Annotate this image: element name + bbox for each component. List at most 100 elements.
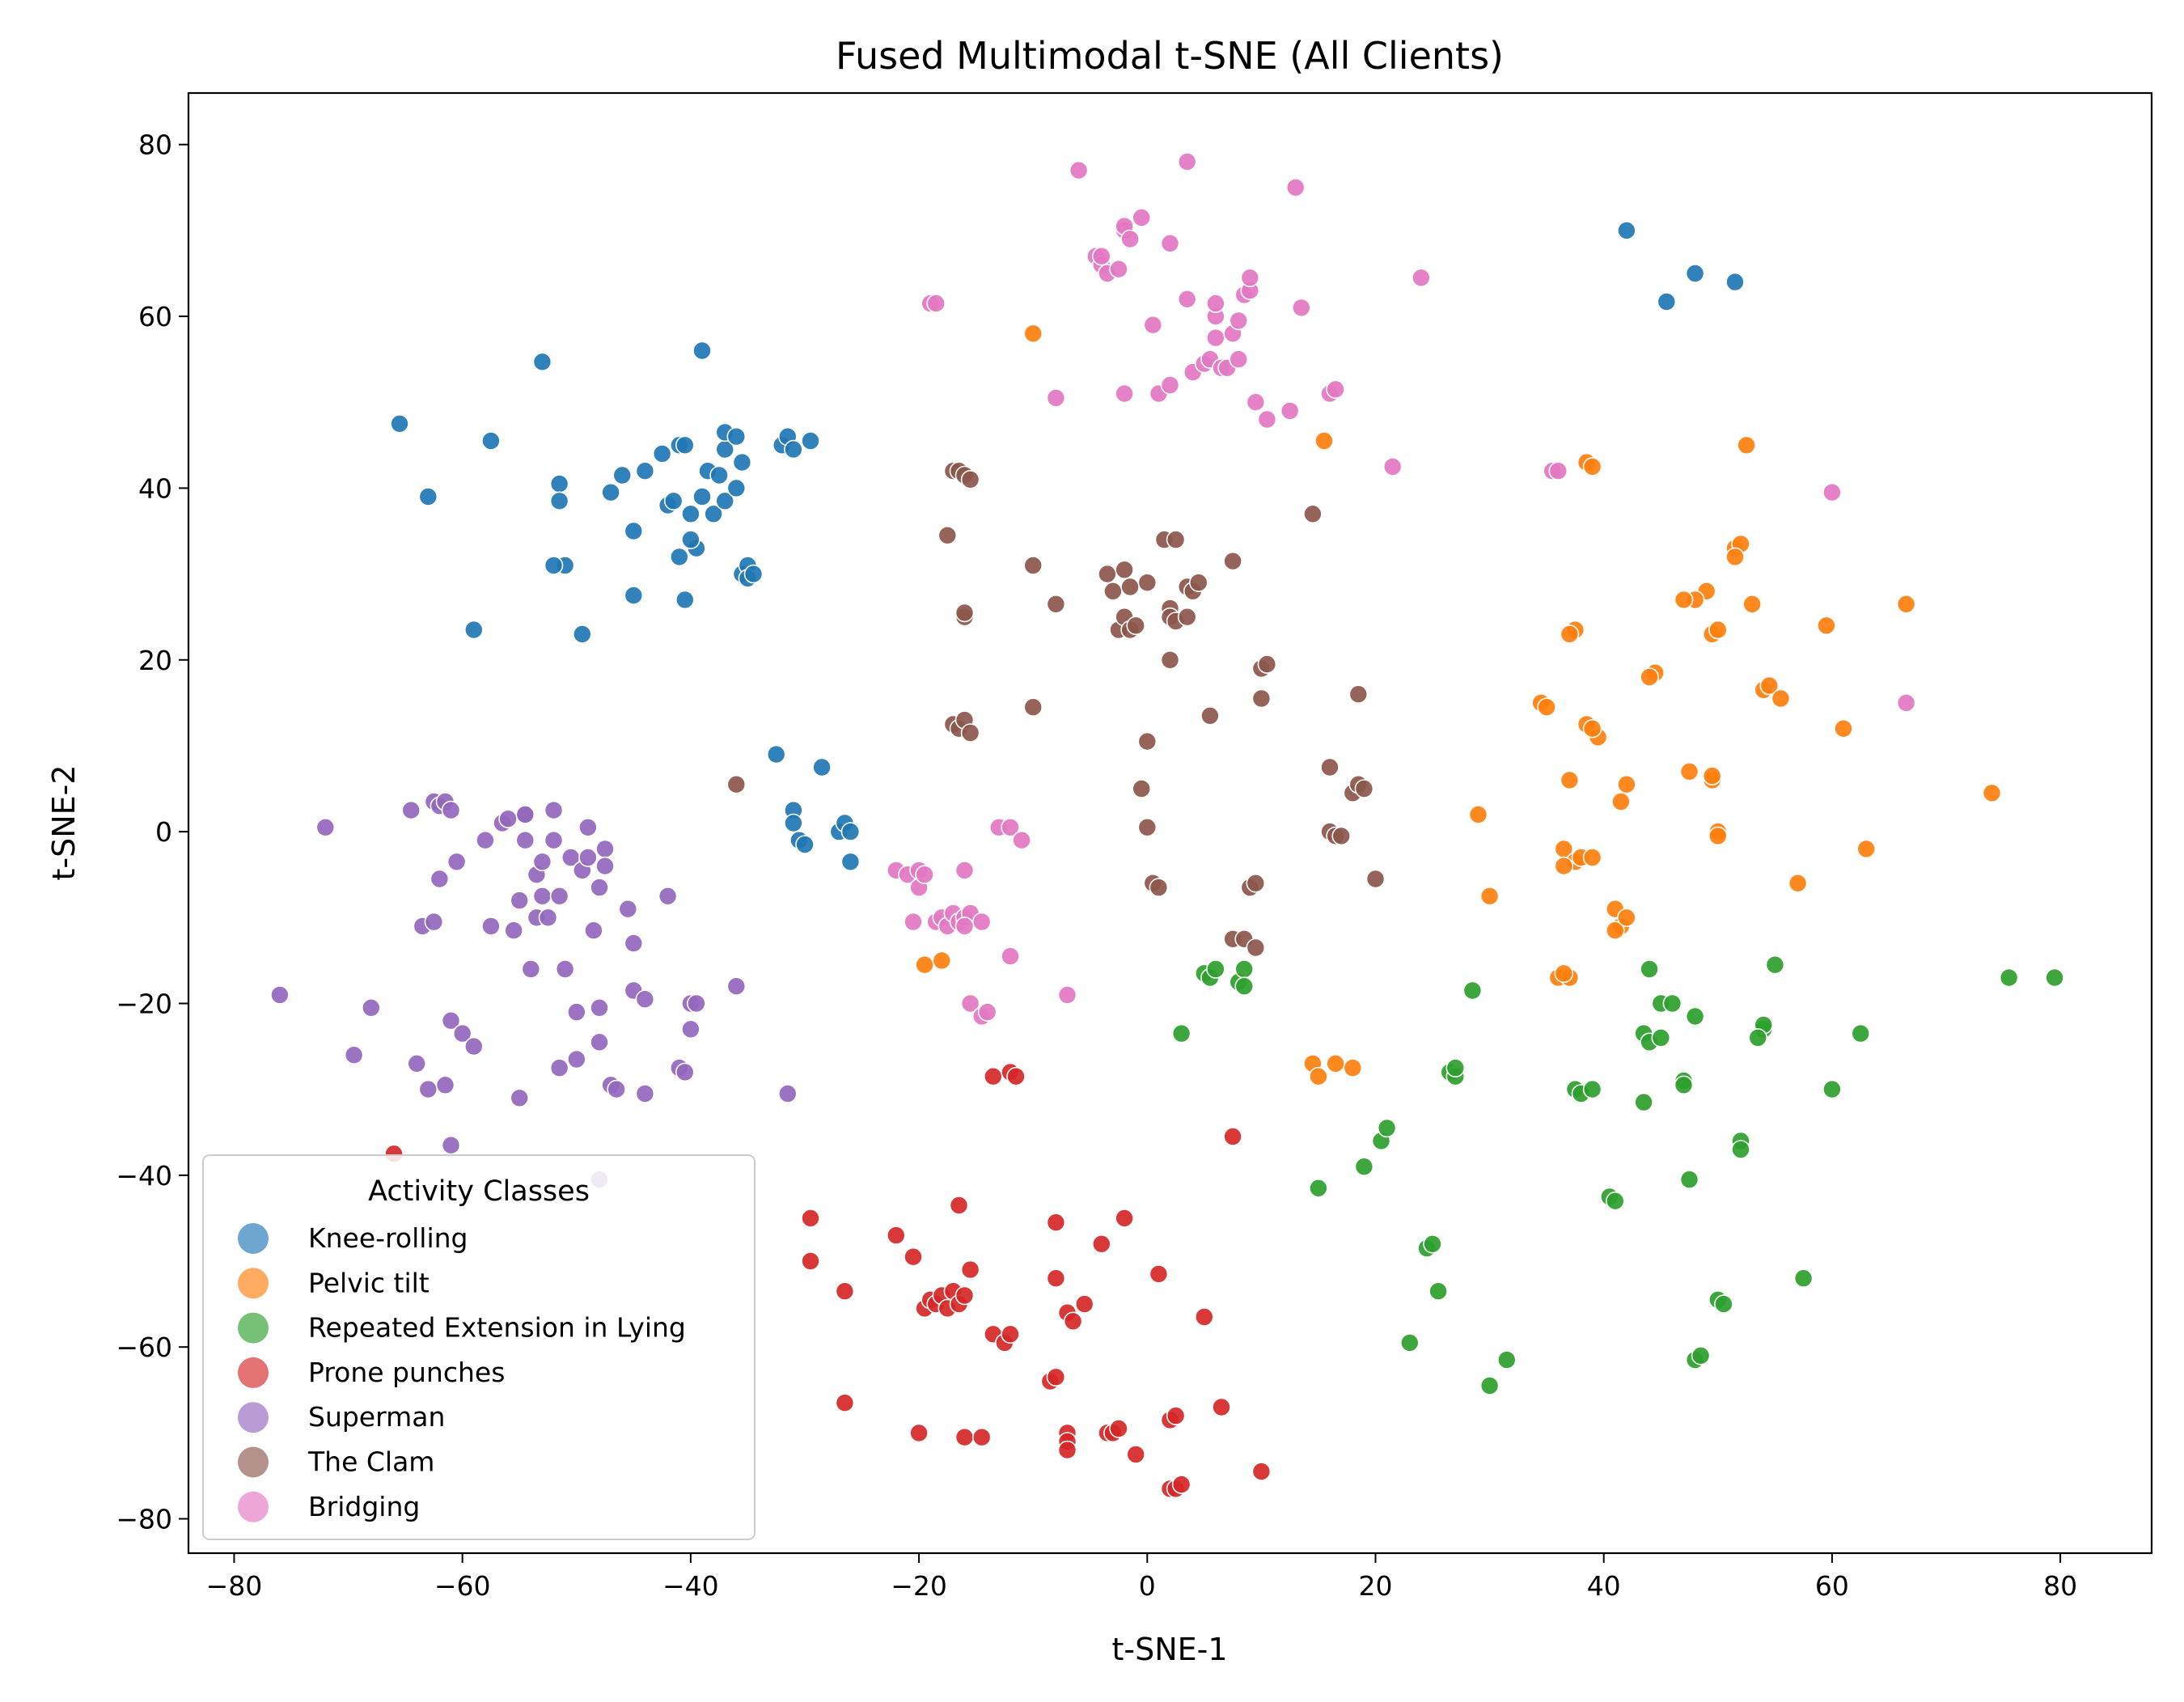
data-point <box>1896 693 1916 713</box>
data-point <box>635 989 655 1009</box>
data-point <box>441 800 461 820</box>
data-point <box>1788 874 1808 893</box>
data-point <box>784 439 803 459</box>
data-point <box>692 487 712 506</box>
data-point <box>532 887 552 906</box>
data-point <box>1748 1028 1767 1048</box>
data-point <box>1115 560 1134 580</box>
data-point <box>1177 289 1197 309</box>
data-point <box>1251 1462 1272 1481</box>
data-point <box>681 504 700 524</box>
legend-label: Prone punches <box>308 1357 505 1388</box>
x-tick-label: −20 <box>891 1570 947 1602</box>
data-point <box>578 817 598 837</box>
series-6 <box>887 152 1916 1027</box>
data-point <box>1229 311 1248 331</box>
data-point <box>1554 963 1574 984</box>
data-point <box>1611 792 1631 811</box>
data-point <box>1606 1191 1625 1211</box>
data-point <box>1834 718 1853 739</box>
data-point <box>692 341 712 361</box>
x-tick-label: −40 <box>662 1570 719 1602</box>
data-point <box>1634 1092 1653 1112</box>
data-point <box>424 912 444 932</box>
data-point <box>954 917 975 936</box>
x-axis: −80 −60 −40 −20 0 20 40 60 80 <box>206 1553 2077 1602</box>
data-point <box>601 482 620 502</box>
data-point <box>1109 259 1128 279</box>
data-point <box>840 852 861 872</box>
data-point <box>1737 435 1756 455</box>
data-point <box>538 908 558 928</box>
data-point <box>954 1285 975 1306</box>
data-point <box>566 1002 586 1022</box>
data-point <box>1212 1397 1231 1417</box>
data-point <box>441 1010 461 1031</box>
data-point <box>1479 1376 1500 1395</box>
data-point <box>1674 590 1694 610</box>
data-point <box>977 1002 997 1022</box>
data-point <box>687 993 706 1014</box>
data-point <box>1246 938 1266 958</box>
data-point <box>1548 461 1568 481</box>
y-tick-label: 40 <box>138 472 172 504</box>
data-point <box>971 912 992 932</box>
data-point <box>1817 616 1836 636</box>
data-point <box>1132 779 1151 798</box>
data-point <box>1617 774 1636 794</box>
data-point <box>1468 805 1488 824</box>
data-point <box>1423 1234 1442 1254</box>
data-point <box>1160 375 1180 395</box>
data-point <box>1001 817 1020 837</box>
data-point <box>1582 457 1602 476</box>
data-point <box>1679 1170 1699 1189</box>
data-point <box>960 993 980 1014</box>
data-point <box>361 998 381 1018</box>
data-point <box>1206 959 1225 979</box>
legend-label: Repeated Extension in Lying <box>308 1312 686 1344</box>
data-point <box>1109 1419 1128 1438</box>
data-point <box>1479 887 1500 906</box>
data-point <box>954 603 975 623</box>
data-point <box>1046 594 1066 614</box>
data-point <box>1292 298 1311 318</box>
data-point <box>835 1281 855 1301</box>
data-point <box>663 491 684 511</box>
data-point <box>1046 388 1066 408</box>
data-point <box>595 839 615 859</box>
series-5 <box>726 461 1386 958</box>
data-point <box>1582 1079 1602 1099</box>
series-0 <box>390 221 1745 872</box>
data-point <box>1171 1475 1191 1494</box>
data-point <box>1160 233 1180 253</box>
data-point <box>549 887 569 906</box>
data-point <box>835 1393 855 1412</box>
data-point <box>612 465 633 485</box>
data-point <box>1189 573 1208 593</box>
x-axis-label: t-SNE-1 <box>1111 1632 1227 1667</box>
data-point <box>572 624 592 644</box>
legend-marker <box>238 1446 269 1478</box>
data-point <box>801 431 820 451</box>
data-point <box>1046 1268 1066 1288</box>
data-point <box>407 1054 427 1073</box>
data-point <box>1708 620 1728 640</box>
data-point <box>1685 1006 1705 1027</box>
data-point <box>1240 268 1260 288</box>
data-point <box>960 1260 980 1280</box>
data-point <box>904 912 923 932</box>
data-point <box>1251 688 1272 709</box>
legend-title: Activity Classes <box>368 1175 590 1208</box>
data-point <box>1023 556 1043 575</box>
data-point <box>1326 379 1345 400</box>
data-point <box>595 856 615 876</box>
data-point <box>1725 272 1745 292</box>
data-point <box>801 1251 820 1271</box>
data-point <box>1092 1234 1111 1254</box>
data-point <box>441 1135 461 1155</box>
y-tick-label: −60 <box>116 1332 172 1363</box>
data-point <box>1137 573 1158 593</box>
data-point <box>1400 1333 1420 1353</box>
legend-marker <box>238 1312 269 1344</box>
data-point <box>635 1084 655 1103</box>
